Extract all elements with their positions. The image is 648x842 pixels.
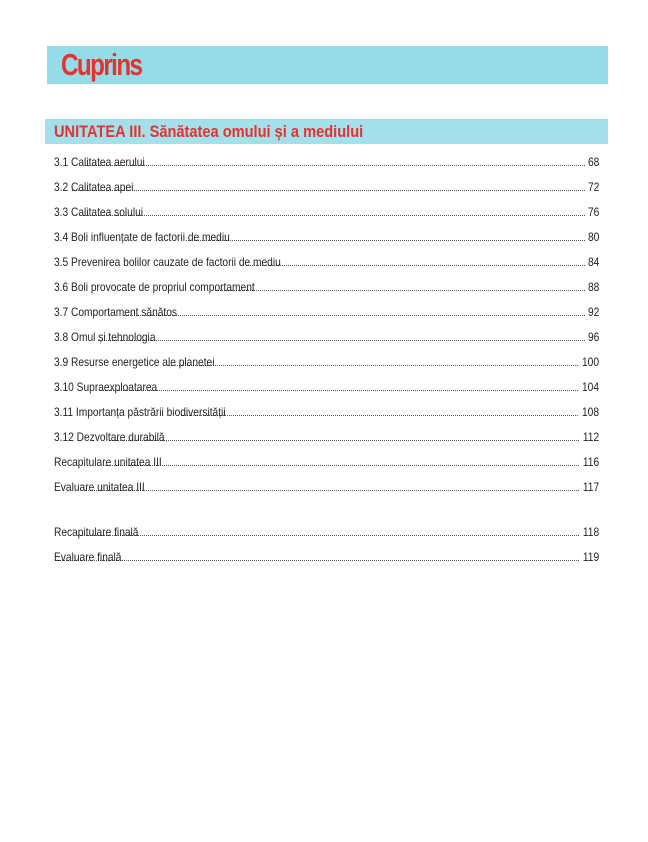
toc-entry-page: 96 xyxy=(587,330,599,344)
toc-entry[interactable]: 3.6 Boli provocate de propriul comportam… xyxy=(54,280,599,305)
dot-leader xyxy=(58,560,579,561)
toc-entry-label: 3.7 Comportament sănătos xyxy=(54,305,178,319)
toc-final-list: Recapitulare finală 118 Evaluare finală 119 xyxy=(54,525,599,575)
toc-entry-label: 3.6 Boli provocate de propriul comportam… xyxy=(54,280,255,294)
toc-entry[interactable]: Evaluare finală 119 xyxy=(54,550,599,575)
toc-entry-page: 117 xyxy=(582,480,599,494)
toc-entry[interactable]: 3.2 Calitatea apei 72 xyxy=(54,180,599,205)
toc-entry[interactable]: 3.3 Calitatea solului 76 xyxy=(54,205,599,230)
toc-entry-label: 3.4 Boli influențate de factorii de medi… xyxy=(54,230,230,244)
toc-entry-page: 72 xyxy=(587,180,599,194)
toc-entry-page: 112 xyxy=(582,430,599,444)
toc-entry[interactable]: Recapitulare unitatea III 116 xyxy=(54,455,599,480)
unit-title: UNITATEA III. Sănătatea omului și a medi… xyxy=(54,122,364,141)
toc-entry[interactable]: 3.4 Boli influențate de factorii de medi… xyxy=(54,230,599,255)
toc-entry-label: 3.10 Supraexploatarea xyxy=(54,380,158,394)
dot-leader xyxy=(85,490,579,491)
dot-leader xyxy=(105,465,579,466)
toc-entry-label: Evaluare finală xyxy=(54,550,122,564)
toc-entry-page: 100 xyxy=(581,355,599,369)
toc-entry-label: Recapitulare unitatea III xyxy=(54,455,162,469)
dot-leader xyxy=(98,340,585,341)
toc-entry-page: 116 xyxy=(582,455,599,469)
toc-entry-label: 3.9 Resurse energetice ale planetei xyxy=(54,355,215,369)
dot-leader xyxy=(78,535,579,536)
toc-entry-label: 3.2 Calitatea apei xyxy=(54,180,134,194)
toc-entry-label: 3.8 Omul și tehnologia xyxy=(54,330,156,344)
toc-entry-label: 3.5 Prevenirea bolilor cauzate de factor… xyxy=(54,255,281,269)
toc-entry-label: Evaluare unitatea III xyxy=(54,480,145,494)
toc-entry[interactable]: 3.10 Supraexploatarea 104 xyxy=(54,380,599,405)
toc-entry[interactable]: Recapitulare finală 118 xyxy=(54,525,599,550)
toc-entry[interactable]: 3.12 Dezvoltare durabilă 112 xyxy=(54,430,599,455)
toc-entry[interactable]: 3.8 Omul și tehnologia 96 xyxy=(54,330,599,355)
toc-entry-page: 119 xyxy=(582,550,599,564)
toc-entry-label: 3.3 Calitatea solului xyxy=(54,205,144,219)
dot-leader xyxy=(180,415,578,416)
dot-leader xyxy=(108,440,579,441)
toc-entry-page: 80 xyxy=(587,230,599,244)
toc-entry-page: 104 xyxy=(581,380,599,394)
toc-entry-label: 3.12 Dezvoltare durabilă xyxy=(54,430,165,444)
toc-entry-page: 68 xyxy=(587,155,599,169)
page-title: Cuprins xyxy=(61,47,143,82)
dot-leader xyxy=(72,190,585,191)
toc-entry-page: 118 xyxy=(582,525,599,539)
toc-entry-page: 92 xyxy=(587,305,599,319)
toc-entry-page: 88 xyxy=(587,280,599,294)
dot-leader xyxy=(123,315,585,316)
toc-entry[interactable]: 3.9 Resurse energetice ale planetei 100 xyxy=(54,355,599,380)
unit-heading-bar: UNITATEA III. Sănătatea omului și a medi… xyxy=(45,119,608,144)
toc-entry-page: 84 xyxy=(587,255,599,269)
toc-entry-label: 3.1 Calitatea aerului xyxy=(54,155,145,169)
dot-leader xyxy=(83,215,585,216)
toc-entry-label: Recapitulare finală xyxy=(54,525,139,539)
toc-entry-page: 76 xyxy=(587,205,599,219)
toc-entry[interactable]: Evaluare unitatea III 117 xyxy=(54,480,599,505)
header-banner: Cuprins xyxy=(47,46,608,84)
dot-leader xyxy=(185,240,585,241)
toc-entry[interactable]: 3.11 Importanța păstrării biodiversități… xyxy=(54,405,599,430)
toc-entry-label: 3.11 Importanța păstrării biodiversități… xyxy=(54,405,226,419)
dot-leader xyxy=(100,390,578,391)
dot-leader xyxy=(85,165,585,166)
toc-entry[interactable]: 3.1 Calitatea aerului 68 xyxy=(54,155,599,180)
dot-leader xyxy=(245,265,585,266)
toc-entry[interactable]: 3.7 Comportament sănătos 92 xyxy=(54,305,599,330)
toc-list: 3.1 Calitatea aerului 68 3.2 Calitatea ape… xyxy=(54,155,599,505)
toc-entry-page: 108 xyxy=(581,405,599,419)
dot-leader xyxy=(214,290,585,291)
toc-entry[interactable]: 3.5 Prevenirea bolilor cauzate de factor… xyxy=(54,255,599,280)
dot-leader xyxy=(167,365,578,366)
